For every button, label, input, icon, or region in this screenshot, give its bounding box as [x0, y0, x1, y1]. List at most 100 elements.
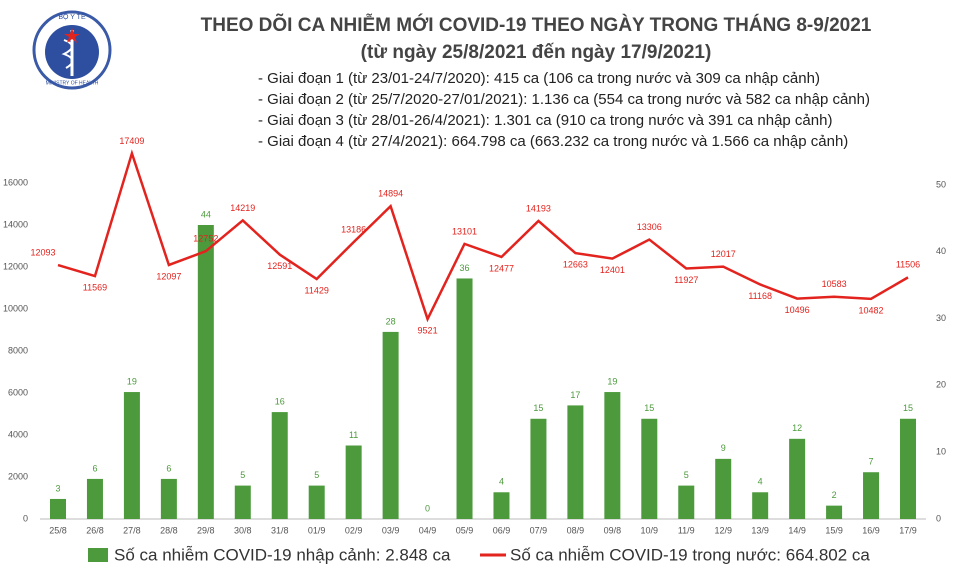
line-value-label: 12477	[489, 263, 514, 273]
bar-value-label: 17	[570, 390, 580, 400]
logo: BỘ Y TẾ MINISTRY OF HEALTH	[32, 10, 112, 90]
bar-value-label: 36	[460, 263, 470, 273]
y-tick-label: 8000	[8, 345, 28, 355]
line-value-label: 12663	[563, 259, 588, 269]
bar-value-label: 6	[92, 463, 97, 473]
x-tick-label: 14/9	[788, 525, 806, 535]
line-value-label: 13101	[452, 226, 477, 236]
y-tick-label: 0	[23, 513, 28, 523]
bar	[86, 478, 103, 519]
line-value-label: 11569	[83, 282, 107, 292]
y2-tick-label: 40	[936, 246, 946, 256]
bar-value-label: 11	[349, 430, 358, 440]
x-tick-label: 13/9	[751, 525, 769, 535]
bar	[715, 458, 732, 519]
y-tick-label: 10000	[3, 303, 28, 313]
x-tick-label: 30/8	[234, 525, 252, 535]
line-value-label: 11168	[748, 291, 772, 301]
bar-value-label: 9	[721, 443, 726, 453]
bar	[271, 412, 288, 519]
line-value-label: 12401	[600, 265, 625, 275]
note: - Giai đoạn 1 (từ 23/01-24/7/2020): 415 …	[258, 70, 820, 87]
bar	[197, 225, 214, 519]
bar-value-label: 6	[166, 463, 171, 473]
bar-value-label: 12	[792, 423, 802, 433]
bar-value-label: 2	[832, 490, 837, 500]
bar-value-label: 7	[869, 457, 874, 467]
line-value-label: 13186	[341, 224, 366, 234]
bar-value-label: 3	[55, 483, 60, 493]
bar-value-label: 0	[425, 503, 430, 513]
bar-value-label: 4	[758, 477, 763, 487]
bar-value-label: 4	[499, 477, 504, 487]
bar	[382, 331, 399, 519]
line-value-label: 12591	[267, 261, 292, 271]
y-tick-label: 2000	[8, 471, 28, 481]
bar	[789, 438, 806, 519]
bar-value-label: 16	[275, 396, 285, 406]
bar	[345, 445, 362, 519]
x-tick-label: 29/8	[197, 525, 215, 535]
bar-value-label: 19	[127, 376, 137, 386]
y2-tick-label: 20	[936, 380, 946, 390]
x-tick-label: 15/9	[825, 525, 843, 535]
y-tick-label: 12000	[3, 261, 28, 271]
x-tick-label: 26/8	[86, 525, 104, 535]
y-tick-label: 16000	[3, 177, 28, 187]
bar	[826, 505, 843, 519]
x-tick-label: 11/9	[678, 525, 695, 535]
bar-value-label: 5	[240, 470, 245, 480]
line-value-label: 12752	[193, 234, 218, 244]
line-value-label: 12093	[30, 247, 55, 257]
x-tick-label: 27/8	[123, 525, 141, 535]
bar	[530, 418, 547, 519]
bar-value-label: 15	[903, 403, 913, 413]
bar	[456, 278, 473, 519]
y2-tick-label: 30	[936, 313, 946, 323]
bar-value-label: 44	[201, 209, 211, 219]
bar-value-label: 15	[533, 403, 543, 413]
legend-label: Số ca nhiễm COVID-19 trong nước: 664.802…	[510, 545, 870, 564]
line-value-label: 14219	[230, 203, 255, 213]
x-tick-label: 07/9	[530, 525, 548, 535]
x-tick-label: 08/9	[567, 525, 585, 535]
bar	[900, 418, 916, 519]
x-tick-label: 10/9	[641, 525, 659, 535]
line-value-label: 10496	[785, 305, 810, 315]
bar	[160, 478, 177, 519]
x-tick-label: 16/9	[862, 525, 880, 535]
line-value-label: 10583	[822, 279, 847, 289]
x-tick-label: 28/8	[160, 525, 178, 535]
bar	[493, 492, 510, 519]
x-tick-label: 02/9	[345, 525, 363, 535]
x-tick-label: 17/9	[899, 525, 917, 535]
bar	[50, 498, 66, 519]
line	[57, 149, 909, 323]
line-value-label: 12097	[156, 271, 181, 281]
line-value-label: 17409	[119, 136, 144, 146]
bar-value-label: 15	[644, 403, 654, 413]
line-value-label: 9521	[418, 325, 438, 335]
bar	[123, 392, 140, 519]
line-value-label: 12017	[711, 249, 736, 259]
bar	[308, 485, 325, 519]
note: - Giai đoạn 3 (từ 28/01-26/4/2021): 1.30…	[258, 112, 832, 129]
bar-value-label: 28	[386, 316, 396, 326]
x-tick-label: 01/9	[308, 525, 326, 535]
bar	[641, 418, 658, 519]
line-value-label: 10482	[859, 305, 884, 315]
note: - Giai đoạn 4 (từ 27/4/2021): 664.798 ca…	[258, 133, 848, 150]
x-tick-label: 04/9	[419, 525, 437, 535]
x-tick-label: 09/8	[604, 525, 622, 535]
y2-tick-label: 10	[936, 447, 946, 457]
legend-swatch	[88, 548, 108, 562]
y-tick-label: 6000	[8, 387, 28, 397]
logo-text: BỘ Y TẾ	[58, 11, 86, 21]
line-value-label: 11506	[896, 260, 920, 270]
x-tick-label: 05/9	[456, 525, 474, 535]
bar-value-label: 5	[314, 470, 319, 480]
chart-title: THEO DÕI CA NHIỄM MỚI COVID-19 THEO NGÀY…	[201, 14, 872, 36]
x-tick-label: 06/9	[493, 525, 511, 535]
bar	[678, 485, 695, 519]
